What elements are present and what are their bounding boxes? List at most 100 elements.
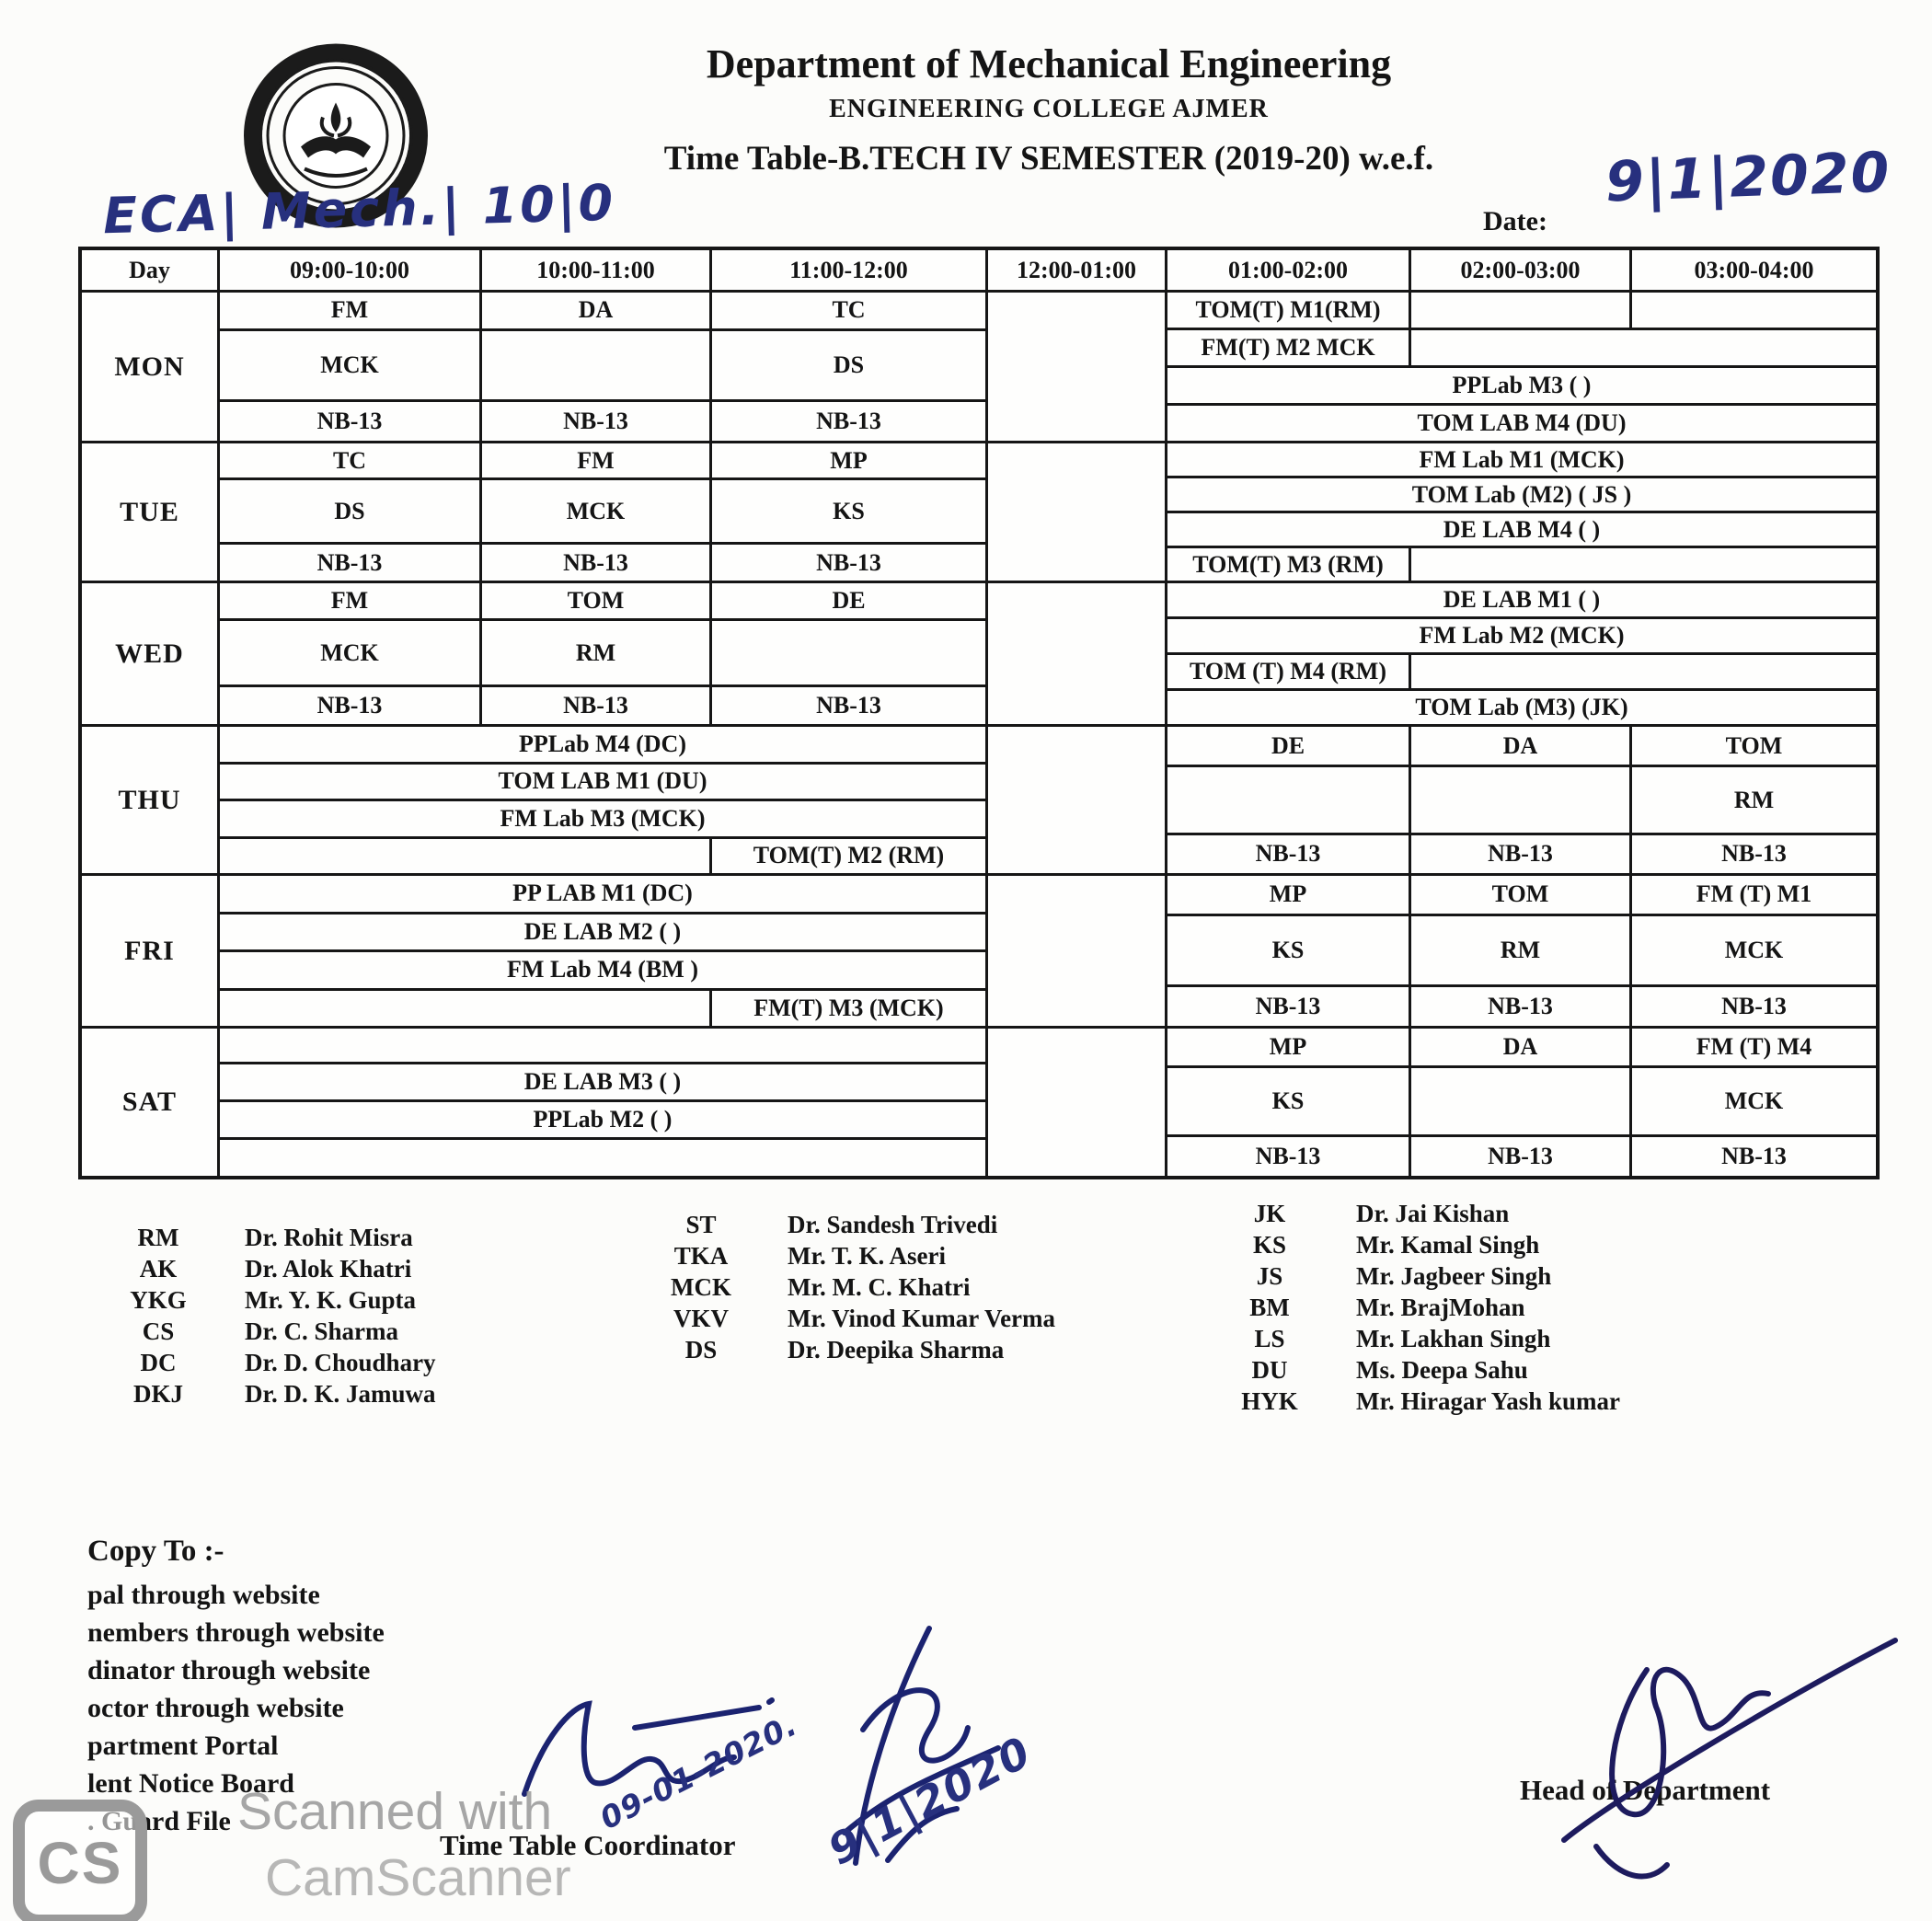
day-section-right: FM Lab M1 (MCK) TOM Lab (M2) ( JS ) DE LAB… [1167,443,1876,581]
lunch-break-cell [988,583,1167,724]
empty-slot-cell [1411,1068,1632,1135]
slot-row: KS RM MCK [1167,915,1876,987]
legend-abbr: RM [137,1223,179,1251]
slot-row: NB-13 NB-13 NB-13 [220,687,988,724]
slot-cell: TOM LAB M4 (DU) [1417,409,1627,436]
slot-row: DS MCK KS [220,480,988,546]
slot-row: PPLab M2 ( ) [220,1101,988,1140]
legend-entry: KS Mr. Kamal Singh [1220,1229,1620,1260]
day-section-right: DE LAB M1 ( ) FM Lab M2 (MCK) TOM (T) M4 (… [1167,583,1876,724]
legend-name: Mr. Vinod Kumar Verma [788,1304,1056,1332]
legend-abbr: BM [1249,1293,1290,1321]
slot-row: FM Lab M2 (MCK) [1167,619,1876,655]
slot-row: TOM(T) M1(RM) [1167,293,1876,330]
day-row-sat: SAT DE LAB M3 ( ) PPLab M2 ( ) MP DA FM (T) M… [82,1029,1876,1176]
slot-row: PPLab M3 ( ) [1167,368,1876,406]
slot-cell: TC [712,293,988,328]
slot-row [220,1029,988,1065]
legend-name: Mr. Hiragar Yash kumar [1356,1386,1621,1415]
legend-name: Dr. Sandesh Trivedi [788,1210,998,1238]
day-section-left: FM TOM DE MCK RM NB-13 NB-13 NB-13 [220,583,988,724]
empty-slot-cell [1411,293,1632,328]
legend-entry: YKG Mr. Y. K. Gupta [109,1284,651,1316]
legend-abbr: DS [684,1335,718,1363]
legend-entry: AK Dr. Alok Khatri [109,1253,651,1284]
hod-signature [1561,1638,1898,1880]
slot-cell: FM Lab M4 (BM ) [220,952,988,988]
slot-cell: DE LAB M1 ( ) [1443,586,1601,613]
slot-row: PPLab M4 (DC) [220,727,988,765]
legend-abbr: TKA [673,1241,729,1270]
legend-entry: TKA Mr. T. K. Aseri [651,1240,1220,1271]
slot-cell: DE LAB M4 ( ) [1443,515,1601,543]
legend-entry: BM Mr. BrajMohan [1220,1292,1620,1323]
legend-abbr: JK [1253,1199,1286,1227]
slot-row: TOM LAB M4 (DU) [1167,406,1876,441]
legend-entry: DKJ Dr. D. K. Jamuwa [109,1378,651,1409]
slot-cell: MP [712,443,988,478]
legend-entry: RM Dr. Rohit Misra [109,1222,651,1253]
legend-name: Dr. C. Sharma [245,1317,399,1345]
legend-group: JK Dr. Jai Kishan KS Mr. Kamal Singh JS Mr. J… [1220,1198,1620,1417]
title-block: Department of Mechanical Engineering ENG… [644,39,1454,178]
slot-row: PP LAB M1 (DC) [220,876,988,914]
camscanner-watermark-line1: Scanned with [237,1782,553,1841]
legend-entry: ST Dr. Sandesh Trivedi [651,1209,1220,1240]
empty-slot-cell [1411,330,1876,365]
legend-abbr: ST [685,1210,717,1238]
slot-cell: KS [1167,1068,1411,1135]
empty-slot-cell [1411,767,1632,833]
copy-to-line: partment Portal [87,1731,279,1761]
slot-row: TOM Lab (M2) ( JS ) [1167,478,1876,513]
column-header-12-00-01-00: 12:00-01:00 [988,250,1167,290]
copy-to-line: dinator through website [87,1655,371,1685]
date-label: Date: [1483,206,1547,236]
hod-label: Head of Department [1520,1774,1771,1806]
column-header-day: Day [82,250,220,290]
slot-cell: NB-13 [482,545,712,581]
slot-cell: NB-13 [1411,1137,1632,1176]
legend-group: ST Dr. Sandesh Trivedi TKA Mr. T. K. Aseri M… [651,1209,1220,1417]
column-header-11-00-12-00: 11:00-12:00 [712,250,988,290]
slot-cell: FM Lab M3 (MCK) [220,801,988,836]
slot-cell: MCK [1724,1087,1784,1115]
slot-cell: NB-13 [220,545,482,581]
legend-entry: DS Dr. Deepika Sharma [651,1334,1220,1365]
slot-cell: RM [1733,786,1775,813]
legend-entry: JS Mr. Jagbeer Singh [1220,1260,1620,1292]
slot-cell: NB-13 [482,402,712,441]
day-section-left: TC FM MP DS MCK KS NB-13 NB-13 NB-13 [220,443,988,581]
slot-cell: FM(T) M3 (MCK) [712,990,988,1026]
slot-row: FM(T) M2 MCK [1167,330,1876,368]
legend-name: Mr. Y. K. Gupta [245,1285,417,1314]
slot-cell: PPLab M2 ( ) [220,1101,988,1137]
legend-name: Mr. BrajMohan [1356,1293,1525,1321]
slot-row: KS MCK [1167,1068,1876,1138]
slot-row: FM DA TC [220,293,988,331]
slot-row: NB-13 NB-13 NB-13 [220,545,988,581]
faculty-legend: RM Dr. Rohit Misra AK Dr. Alok Khatri YKG Mr.… [109,1200,1620,1417]
slot-row: TC FM MP [220,443,988,481]
legend-name: Dr. Alok Khatri [245,1254,412,1283]
slot-row: MP DA FM (T) M4 [1167,1029,1876,1069]
slot-cell: TC [220,443,482,478]
day-section-left: PP LAB M1 (DC) DE LAB M2 ( ) FM Lab M4 (BM… [220,876,988,1026]
slot-row: DE LAB M2 ( ) [220,914,988,952]
day-row-wed: WED FM TOM DE MCK RM NB-13 NB-13 NB-13 DE LAB M1 … [82,583,1876,727]
column-header-03-00-04-00: 03:00-04:00 [1694,256,1814,283]
slot-row: TOM Lab (M3) (JK) [1167,691,1876,724]
day-section-right: TOM(T) M1(RM) FM(T) M2 MCK PPLab M3 ( ) TOM… [1167,293,1876,441]
slot-row: TOM(T) M2 (RM) [220,838,988,873]
slot-cell: NB-13 [1167,1137,1411,1176]
lunch-break-cell [988,727,1167,873]
slot-cell: NB-13 [220,402,482,441]
legend-entry: JK Dr. Jai Kishan [1220,1198,1620,1229]
legend-name: Dr. D. Choudhary [245,1348,436,1376]
slot-row: TOM(T) M3 (RM) [1167,548,1876,581]
slot-row [220,1139,988,1176]
day-section-right: MP DA FM (T) M4 KS MCK NB-13 NB-13 NB-13 [1167,1029,1876,1176]
day-section-left: DE LAB M3 ( ) PPLab M2 ( ) [220,1029,988,1176]
column-header-01-00-02-00: 01:00-02:00 [1167,250,1411,290]
slot-cell: TOM(T) M1(RM) [1167,293,1411,328]
copy-to-lines: pal through website nembers through websi… [87,1576,385,1840]
